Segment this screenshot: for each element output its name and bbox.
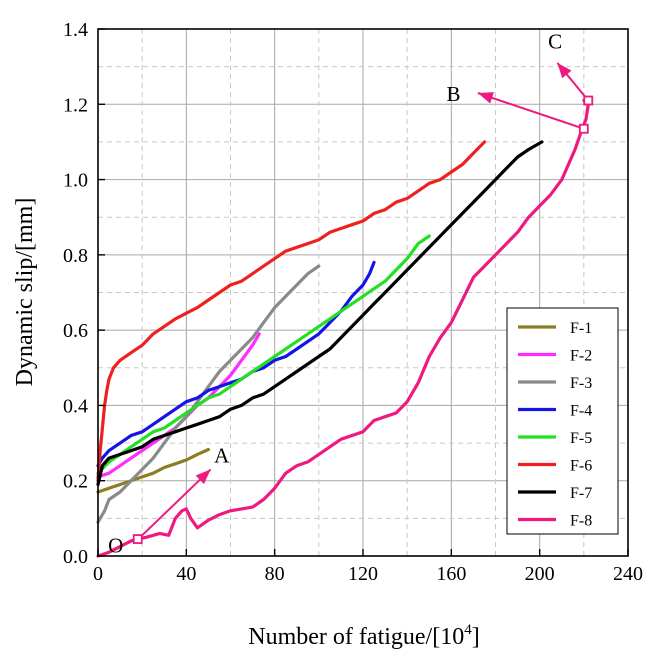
series-line-f-5 bbox=[96, 234, 431, 475]
x-tick-label: 0 bbox=[93, 563, 103, 585]
legend-label-f-5: F-5 bbox=[570, 430, 592, 447]
point-c-label: C bbox=[548, 29, 562, 53]
point-o-label: O bbox=[108, 534, 123, 558]
series-line-f-7 bbox=[96, 140, 544, 487]
point-b-marker bbox=[578, 123, 589, 134]
y-axis-title: Dynamic slip/[mm] bbox=[12, 198, 38, 387]
legend-label-f-6: F-6 bbox=[570, 458, 592, 475]
x-tick-label: 40 bbox=[176, 563, 196, 585]
y-tick-label: 0.0 bbox=[63, 546, 88, 568]
series-line-f-8 bbox=[96, 98, 590, 558]
legend-label-f-2: F-2 bbox=[570, 348, 592, 365]
point-a-label: A bbox=[214, 443, 230, 467]
y-tick-label: 0.2 bbox=[63, 471, 88, 493]
legend-label-f-7: F-7 bbox=[570, 485, 592, 502]
series-line-f-3 bbox=[96, 264, 321, 524]
legend-label-f-4: F-4 bbox=[570, 403, 592, 420]
legend-label-f-1: F-1 bbox=[570, 320, 592, 337]
y-tick-label: 0.6 bbox=[63, 320, 88, 342]
legend-label-f-8: F-8 bbox=[570, 513, 592, 530]
x-axis-title: Number of fatigue/[104] bbox=[248, 622, 479, 650]
y-tick-label: 0.4 bbox=[63, 395, 88, 417]
point-c-arrow-head bbox=[557, 62, 572, 79]
point-c-marker bbox=[583, 95, 594, 106]
point-a-arrow-head bbox=[195, 469, 211, 485]
x-tick-label: 200 bbox=[525, 563, 555, 585]
x-tick-label: 120 bbox=[348, 563, 378, 585]
point-o-marker bbox=[132, 534, 143, 544]
legend-box bbox=[506, 307, 619, 535]
point-b-arrow-line bbox=[477, 92, 585, 130]
x-tick-label: 240 bbox=[613, 563, 643, 585]
y-tick-label: 1.0 bbox=[63, 170, 88, 192]
series-layer bbox=[96, 98, 590, 558]
x-axis-title-superscript: 4 bbox=[464, 622, 472, 638]
point-b-label: B bbox=[447, 82, 461, 106]
point-b-arrow-head bbox=[477, 92, 494, 104]
y-tick-label: 1.4 bbox=[63, 19, 88, 41]
legend: F-1 F-2 F-3 F-4 F-5 F-6 F-7 F-8 bbox=[506, 307, 619, 535]
legend-label-f-3: F-3 bbox=[570, 375, 592, 392]
series-line-f-6 bbox=[96, 140, 487, 483]
x-tick-label: 80 bbox=[265, 563, 285, 585]
x-tick-label: 160 bbox=[436, 563, 466, 585]
y-tick-label: 0.8 bbox=[63, 245, 88, 267]
y-tick-label: 1.2 bbox=[63, 94, 88, 116]
annotations: A O B C bbox=[108, 29, 594, 558]
series-line-f-1 bbox=[96, 447, 210, 494]
point-a-arrow-line bbox=[141, 468, 212, 537]
ticks: 0 40 80 120 160 200 240 0.0 0.2 0.4 0.6 0.8 1.0 1.2 1.… bbox=[63, 19, 643, 585]
